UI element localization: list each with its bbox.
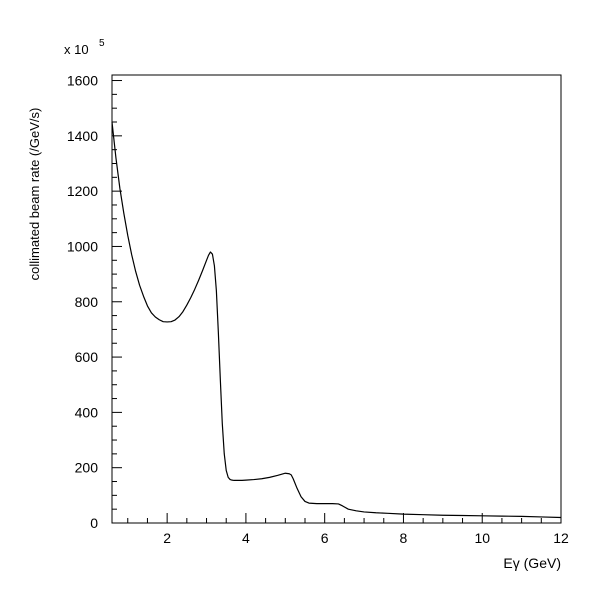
series-line-0 xyxy=(111,121,562,519)
y-axis-multiplier-exponent: 5 xyxy=(99,38,105,49)
x-tick-label: 8 xyxy=(400,530,408,546)
y-axis-multiplier: x 10 5 xyxy=(64,38,105,57)
x-tick-label: 2 xyxy=(163,530,171,546)
y-tick-label: 800 xyxy=(75,294,99,310)
y-tick-label: 600 xyxy=(75,349,99,365)
y-axis-label: collimated beam rate (/GeV/s) xyxy=(27,108,42,281)
y-tick-label: 200 xyxy=(75,460,99,476)
y-tick-label: 0 xyxy=(90,515,98,531)
x-tick-label: 4 xyxy=(242,530,250,546)
y-tick-label: 1000 xyxy=(67,238,98,254)
x-tick-label: 10 xyxy=(474,530,490,546)
y-tick-label: 1400 xyxy=(67,128,98,144)
y-tick-label: 1600 xyxy=(67,73,98,89)
y-axis-multiplier-base: x 10 xyxy=(64,42,89,57)
x-tick-label: 12 xyxy=(553,530,569,546)
x-tick-label: 6 xyxy=(321,530,329,546)
plot-frame xyxy=(111,74,562,524)
x-axis-label: Eγ (GeV) xyxy=(503,555,561,571)
y-tick-label: 1200 xyxy=(67,183,98,199)
y-tick-label: 400 xyxy=(75,404,99,420)
